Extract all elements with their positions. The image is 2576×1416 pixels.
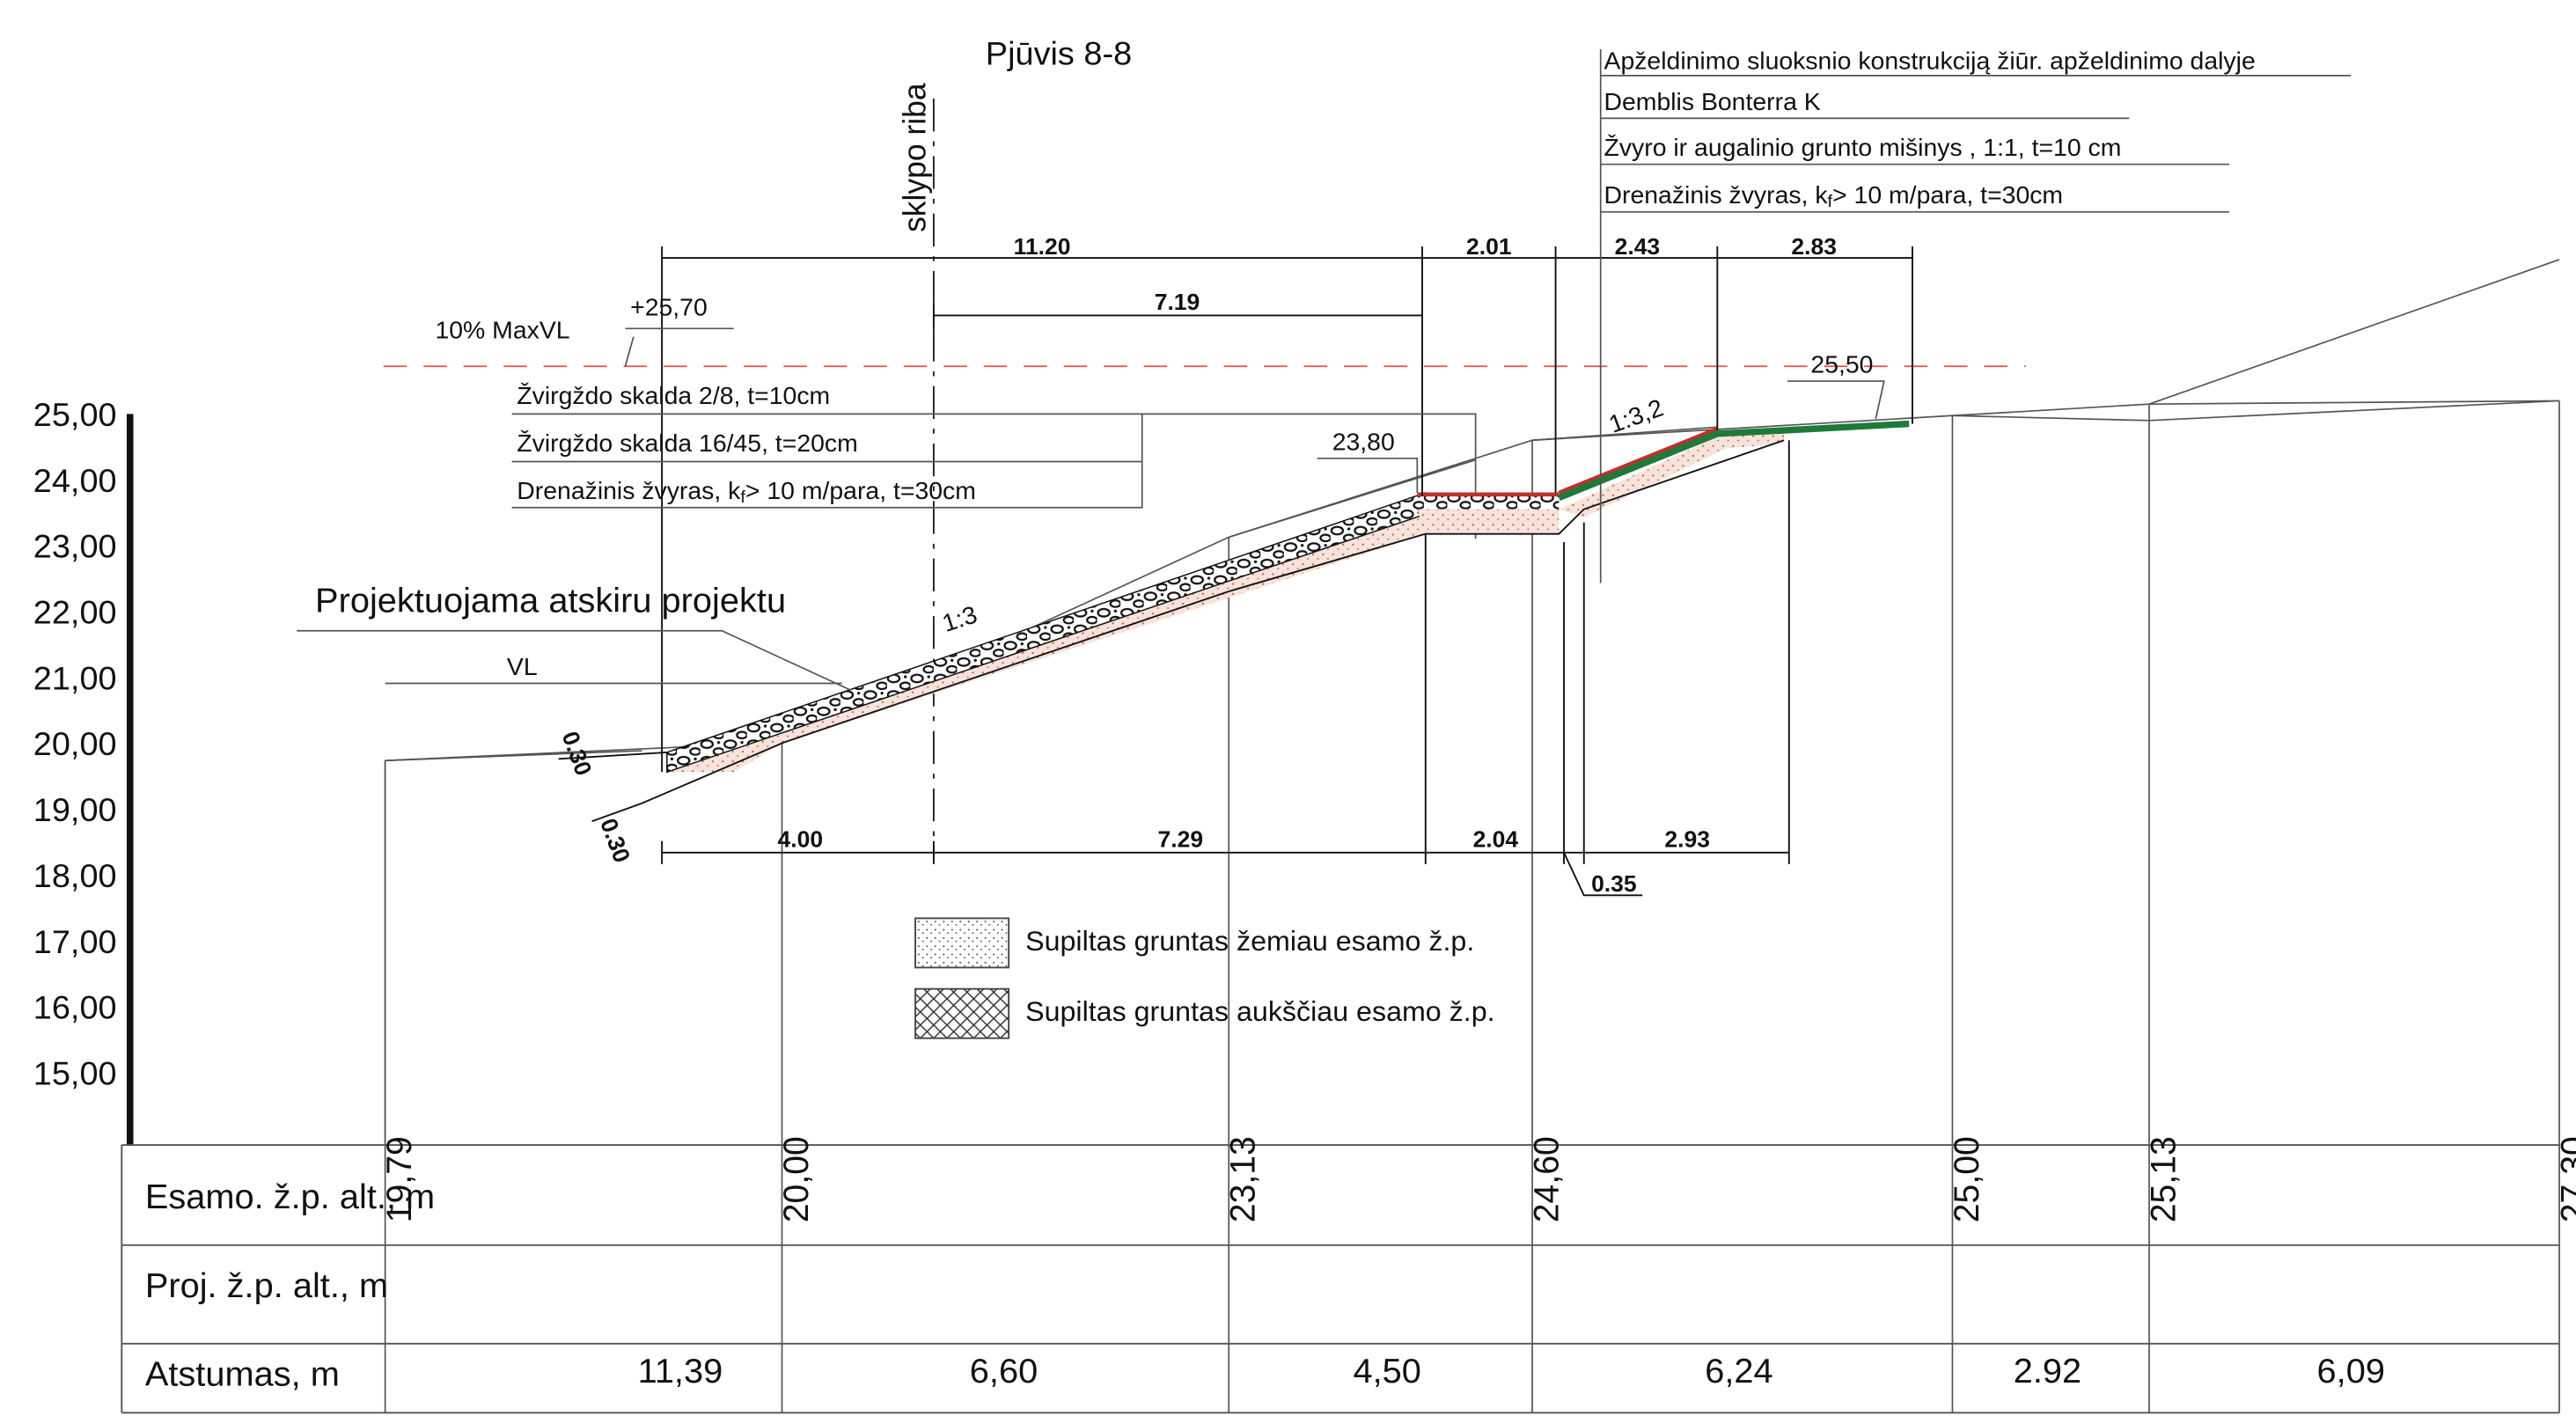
existing-altitude: 27,30 (2554, 1136, 2576, 1222)
distance: 4,50 (1354, 1352, 1421, 1390)
title: Pjūvis 8-8 (986, 35, 1132, 72)
axis-label: 20,00 (33, 725, 117, 762)
annotation: 10% MaxVL (435, 316, 569, 344)
linework (121, 48, 2560, 1414)
layer-label: Apželdinimo sluoksnio konstrukciją žiūr.… (1604, 47, 2256, 75)
row-label: Proj. ž.p. alt., m (145, 1266, 388, 1305)
layer-label: Drenažinis žvyras, kf> 10 m/para, t=30cm (517, 477, 976, 508)
layer-label: Drenažinis žvyras, kf> 10 m/para, t=30cm (1604, 181, 2064, 212)
dimension: 7.29 (1158, 826, 1204, 853)
existing-altitude: 24,60 (1527, 1136, 1566, 1222)
dimension: 2.83 (1791, 233, 1837, 260)
dimension: 2.93 (1664, 826, 1710, 853)
layer-thickness: 0.30 (595, 815, 635, 866)
existing-altitude: 19,79 (380, 1136, 419, 1222)
existing-altitude: 23,13 (1223, 1136, 1262, 1222)
dimension: 2.04 (1473, 826, 1519, 853)
text-part: > 10 m/para, t=30cm (745, 477, 976, 505)
layer-thickness: 0.35 (1591, 870, 1637, 897)
row-label: Esamo. ž.p. alt., m (145, 1178, 435, 1216)
layer-label: Žvirgždo skalda 2/8, t=10cm (517, 381, 830, 409)
annotation: 23,80 (1332, 428, 1395, 456)
existing-altitude: 25,00 (1948, 1136, 1986, 1222)
text-part: Drenažinis žvyras, k (1604, 181, 1829, 209)
axis-label: 18,00 (33, 857, 117, 894)
text-part: f (740, 488, 745, 507)
existing-altitude: 25,13 (2144, 1136, 2183, 1222)
dimension: 4.00 (778, 826, 824, 853)
axis-label: 21,00 (33, 660, 117, 697)
dimension: 7.19 (1155, 289, 1200, 315)
text-part: Drenažinis žvyras, k (517, 477, 741, 505)
distance: 6,60 (970, 1352, 1038, 1390)
axis-label: 25,00 (33, 396, 117, 433)
axis-label: 19,00 (33, 791, 117, 828)
legend-label: Supiltas gruntas aukščiau esamo ž.p. (1025, 995, 1494, 1027)
annotation: VL (507, 652, 538, 680)
axis-label: 17,00 (33, 923, 117, 960)
layer-thickness: 0.30 (557, 728, 598, 779)
annotation: Projektuojama atskiru projektu (315, 582, 786, 620)
text-part: > 10 m/para, t=30cm (1832, 181, 2063, 209)
layer-label: Demblis Bonterra K (1604, 87, 1821, 115)
distance: 11,39 (638, 1352, 723, 1390)
distance: 6,09 (2317, 1352, 2385, 1390)
text-part: f (1828, 192, 1833, 211)
annotation: 25,50 (1810, 350, 1873, 378)
distance: 2.92 (2014, 1352, 2081, 1390)
annotation: +25,70 (630, 293, 708, 321)
legend-label: Supiltas gruntas žemiau esamo ž.p. (1025, 925, 1474, 957)
axis-label: 23,00 (33, 528, 117, 565)
axis-label: 22,00 (33, 594, 117, 631)
annotation: 1:3 (939, 600, 981, 637)
layer-label: Žvyro ir augalinio grunto mišinys , 1:1,… (1604, 133, 2122, 161)
axis-label: 15,00 (33, 1055, 117, 1092)
axis-label: 24,00 (33, 462, 117, 499)
distance: 6,24 (1705, 1352, 1772, 1390)
dimension: 2.43 (1615, 233, 1661, 260)
existing-altitude: 20,00 (777, 1136, 816, 1222)
row-label: Atstumas, m (145, 1355, 340, 1394)
layer-label: Žvirgždo skalda 16/45, t=20cm (517, 429, 857, 457)
property-line-label: sklypo riba (897, 83, 932, 232)
axis-label: 16,00 (33, 989, 117, 1026)
dimension: 2.01 (1466, 233, 1512, 260)
dimension: 11.20 (1014, 233, 1071, 260)
